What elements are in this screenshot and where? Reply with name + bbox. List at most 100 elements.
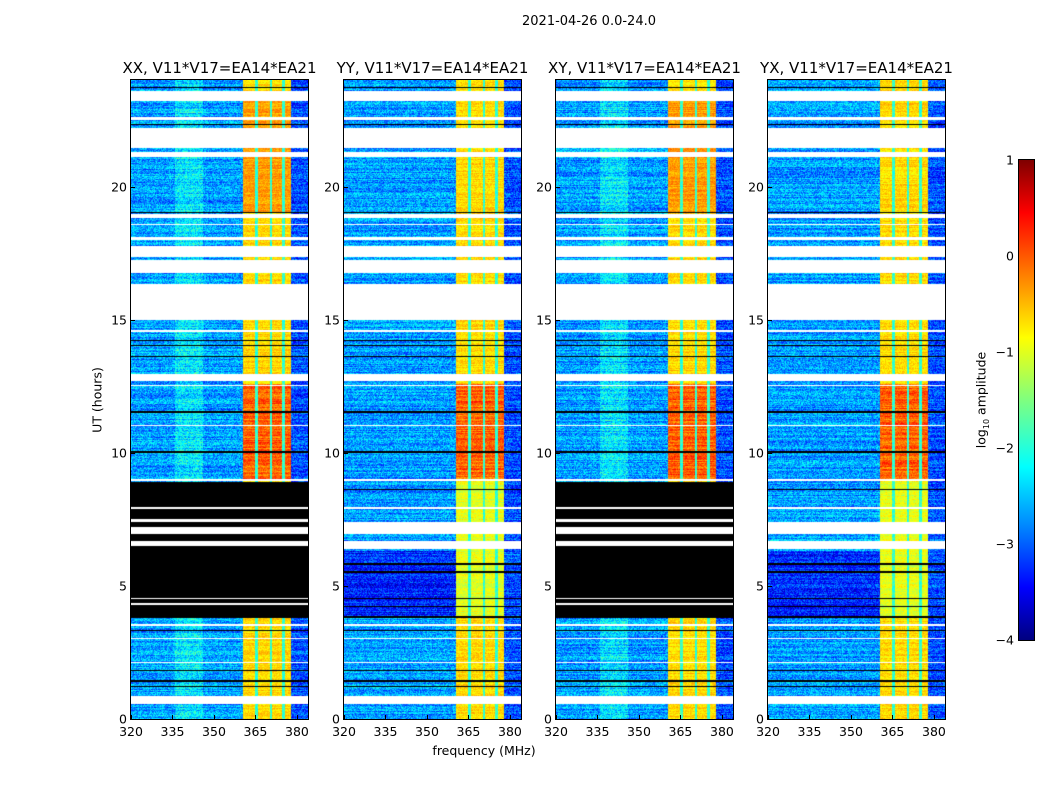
x-tick-label: 335 [373,724,398,739]
x-tick-label: 335 [160,724,185,739]
spectrogram-panel-yx [767,79,946,720]
x-tick-label: 320 [332,724,356,739]
y-tick-mark [344,319,348,321]
y-tick-label: 10 [536,445,552,461]
y-tick-mark [131,585,135,587]
x-tick-mark [213,715,215,719]
y-tick-label: 15 [324,312,340,328]
spectrogram-heatmap [344,80,521,719]
y-tick-mark [344,719,348,720]
y-tick-label: 10 [111,445,127,461]
y-tick-mark [768,719,772,720]
x-tick-label: 335 [585,724,610,739]
spectrogram-heatmap [768,80,945,719]
x-tick-mark [892,715,894,719]
panel-title-xx: XX, V11*V17=EA14*EA21 [122,59,317,77]
y-tick-mark [768,585,772,587]
x-tick-label: 365 [880,724,905,739]
x-tick-label: 320 [756,724,780,739]
x-tick-label: 335 [797,724,822,739]
y-tick-mark [344,585,348,587]
x-tick-mark [597,715,599,719]
x-tick-mark [468,715,470,719]
colorbar [1018,159,1035,641]
colorbar-label: log10 amplitude [973,351,991,449]
spectrogram-panel-xy [555,79,734,720]
y-tick-label: 5 [544,578,552,594]
spectrogram-heatmap [556,80,733,719]
y-tick-mark [556,186,560,188]
x-tick-label: 380 [710,724,734,739]
y-tick-label: 10 [748,445,764,461]
x-tick-label: 365 [456,724,481,739]
spectrogram-heatmap [131,80,308,719]
y-tick-label: 5 [119,578,127,594]
y-tick-mark [556,452,560,454]
y-tick-mark [131,452,135,454]
x-tick-label: 350 [627,724,651,739]
y-tick-mark [556,585,560,587]
x-tick-mark [638,715,640,719]
y-tick-label: 20 [536,179,552,194]
y-tick-label: 20 [748,179,764,194]
spectrogram-panel-xx [130,79,309,720]
y-tick-mark [131,186,135,188]
y-tick-mark [131,319,135,321]
y-tick-mark [768,186,772,188]
y-tick-label: 20 [111,179,127,194]
x-tick-label: 320 [119,724,143,739]
y-tick-mark [768,319,772,321]
panel-title-yx: YX, V11*V17=EA14*EA21 [760,59,953,77]
y-tick-label: 0 [119,711,127,727]
x-tick-label: 365 [243,724,268,739]
y-tick-label: 15 [536,312,552,328]
x-tick-mark [933,715,935,719]
y-tick-mark [344,452,348,454]
x-tick-mark [296,715,298,719]
panel-title-xy: XY, V11*V17=EA14*EA21 [548,59,741,77]
y-axis-label: UT (hours) [89,367,105,433]
y-tick-label: 0 [544,711,552,727]
x-tick-mark [426,715,428,719]
y-tick-label: 0 [756,711,764,727]
y-tick-label: 5 [332,578,340,594]
x-tick-label: 350 [415,724,439,739]
x-tick-mark [556,715,557,719]
x-tick-label: 380 [922,724,946,739]
colorbar-tick-label: 1 [1006,152,1014,168]
colorbar-tick-label: 0 [1006,248,1014,264]
y-tick-mark [344,186,348,188]
x-tick-mark [385,715,387,719]
x-tick-label: 350 [839,724,863,739]
colorbar-tick-label: −1 [995,344,1014,360]
x-tick-mark [809,715,811,719]
y-tick-mark [131,719,135,720]
y-tick-mark [556,719,560,720]
colorbar-tick-label: −3 [995,536,1014,552]
y-tick-mark [768,452,772,454]
colorbar-tick-label: −2 [995,440,1014,456]
y-tick-mark [556,319,560,321]
spectrogram-panel-yy [343,79,522,720]
y-tick-label: 5 [756,578,764,594]
x-tick-mark [344,715,345,719]
x-tick-label: 380 [498,724,522,739]
x-tick-mark [172,715,174,719]
x-tick-mark [255,715,257,719]
y-tick-label: 0 [332,711,340,727]
x-tick-mark [850,715,852,719]
x-tick-label: 350 [202,724,226,739]
x-tick-label: 320 [544,724,568,739]
y-tick-label: 15 [748,312,764,328]
y-tick-label: 10 [324,445,340,461]
panel-title-yy: YY, V11*V17=EA14*EA21 [336,59,529,77]
colorbar-tick-label: −4 [995,632,1014,648]
x-tick-mark [721,715,723,719]
x-tick-mark [768,715,769,719]
figure-title: 2021-04-26 0.0-24.0 [522,14,656,29]
y-tick-label: 15 [111,312,127,328]
x-tick-mark [131,715,132,719]
x-tick-mark [509,715,511,719]
y-tick-label: 20 [324,179,340,194]
x-tick-label: 365 [668,724,693,739]
